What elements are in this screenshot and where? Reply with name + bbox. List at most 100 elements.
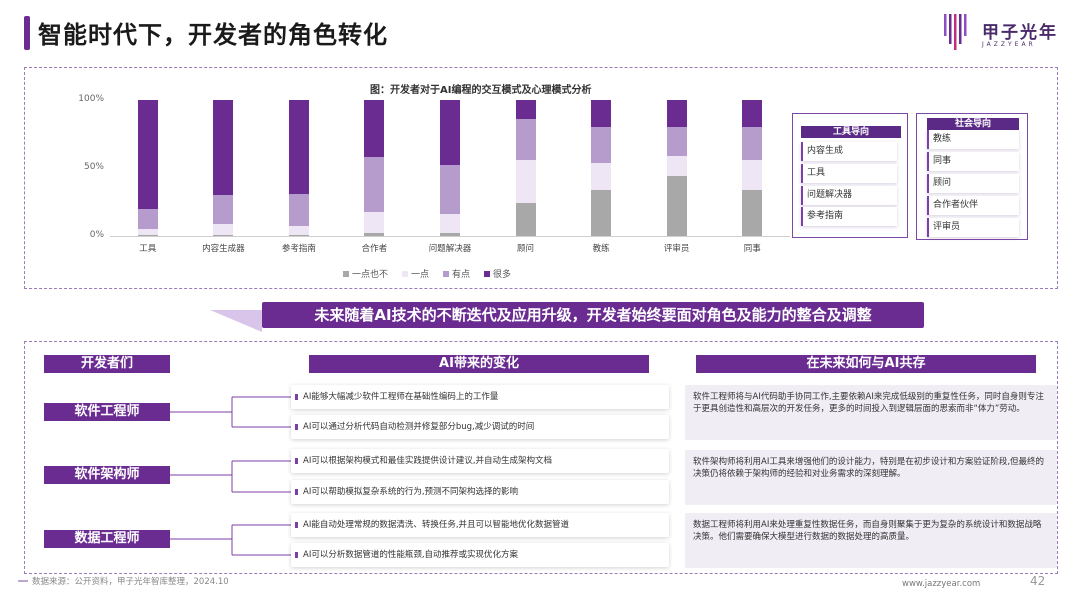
tool-role-item: 工具 [801,164,897,183]
social-role-item: 同事 [927,152,1019,171]
legend-item: 一点 [402,267,429,280]
bar-segment [742,189,763,236]
bar-segment [137,229,158,235]
legend-label: 有点 [452,270,471,280]
bar-segment [515,159,536,204]
chart-legend: 一点也不 一点 有点 很多 [343,267,511,280]
x-tick-label: 问题解决器 [428,244,472,254]
banner-pointer [210,310,262,332]
key-message-banner: 未来随着AI技术的不断迭代及应用升级，开发者始终要面对角色及能力的整合及调整 [262,302,924,328]
bar-segment [288,226,309,235]
change-item: AI能够大幅减少软件工程师在基础性编码上的工作量 [291,385,669,409]
change-item: AI可以分析数据管道的性能瓶颈,自动推荐或实现优化方案 [291,543,669,567]
page-title: 智能时代下，开发者的角色转化 [38,21,388,49]
bar-segment [364,233,385,236]
legend-swatch-3 [484,270,491,277]
bar-segment [364,157,385,212]
bar-segment [515,119,536,160]
y-tick-label: 100% [78,94,104,104]
change-item: AI可以根据架构模式和最佳实践提供设计建议,并自动生成架构文档 [291,449,669,473]
future-text: 软件架构师将利用AI工具来增强他们的设计能力，特别是在初步设计和方案验证阶段,但… [685,450,1057,505]
col-header-developers: 开发者们 [44,355,170,373]
social-role-item: 教练 [927,130,1019,149]
legend-item: 一点也不 [343,267,388,280]
bar-segment [666,155,687,177]
col-header-ai-changes: AI带来的变化 [309,355,649,373]
future-text: 数据工程师将利用AI来处理重复性数据任务，而自身则聚集于更为复杂的系统设计和数据… [685,513,1057,568]
x-tick-label: 内容生成器 [202,244,245,254]
bar-segment [591,100,612,128]
bar-segment [364,211,385,234]
bar-segment [213,100,234,196]
x-tick-label: 评审员 [663,244,690,254]
bar-segment [288,100,309,194]
social-oriented-group: 社会导向 教练 同事 顾问 合作者伙伴 评审员 [916,113,1028,240]
tool-role-item: 内容生成 [801,142,897,161]
role-software-engineer: 软件工程师 [44,403,170,421]
tool-role-item: 问题解决器 [801,186,897,205]
change-item: AI可以通过分析代码自动检测并修复部分bug,减少调试的时间 [291,415,669,439]
legend-item: 有点 [443,267,470,280]
x-tick-label: 工具 [139,244,157,254]
legend-label: 一点 [411,270,430,280]
tool-group-title: 工具导向 [801,126,901,138]
col-header-future: 在未来如何与AI共存 [696,355,1036,373]
x-tick-label: 合作者 [361,244,388,254]
roles-table-panel [24,341,1058,574]
role-software-architect: 软件架构师 [44,466,170,484]
bar-segment [666,100,687,128]
logo-text: 甲子光年 [982,23,1058,43]
chart-title: 图：开发者对于AI编程的交互模式及心理模式分析 [370,85,592,96]
bar-segment [742,159,763,190]
future-text: 软件工程师将与AI代码助手协同工作,主要依赖AI来完成低级别的重复性任务，同时自… [685,385,1057,440]
bar-segment [213,223,234,235]
bar-segment [440,214,460,234]
bar-segment [440,100,460,166]
bar-segment [440,165,460,215]
bar-segment [137,100,158,209]
social-role-item: 合作者伙伴 [927,196,1019,215]
bar-segment [666,127,687,156]
bar-segment [288,193,309,227]
social-role-item: 顾问 [927,174,1019,193]
x-tick-label: 同事 [743,244,761,254]
change-item: AI能自动处理常规的数据清洗、转换任务,并且可以智能地优化数据管道 [291,513,669,537]
bar-segment [213,234,234,236]
bar-segment [666,176,687,236]
title-accent-bar [24,16,30,50]
x-tick-label: 参考指南 [281,244,316,254]
bar-segment [364,100,385,158]
role-data-engineer: 数据工程师 [44,530,170,548]
footer-url[interactable]: www.jazzyear.com [902,579,981,589]
x-axis-line [110,236,790,237]
y-tick-label: 50% [83,162,104,172]
x-tick-label: 顾问 [517,244,535,254]
logo-subtext: JAZZYEAR [982,41,1036,48]
social-group-title: 社会导向 [927,118,1019,130]
x-tick-label: 教练 [592,244,610,254]
bar-segment [515,203,536,236]
legend-swatch-2 [443,270,450,277]
bar-segment [591,162,612,190]
change-item: AI可以帮助模拟复杂系统的行为,预测不同架构选择的影响 [291,480,669,504]
bar-segment [591,189,612,236]
legend-label: 很多 [493,270,512,280]
tool-oriented-group: 工具导向 内容生成 工具 问题解决器 参考指南 [792,113,908,238]
y-tick-label: 0% [89,230,104,240]
tool-role-item: 参考指南 [801,207,897,226]
page-number: 42 [1030,574,1046,588]
bar-segment [742,127,763,160]
logo: 甲子光年 JAZZYEAR [944,12,1064,52]
legend-item: 很多 [484,267,511,280]
bar-segment [288,234,309,236]
data-source: 数据来源：公开资料，甲子光年智库整理，2024.10 [18,577,229,587]
bar-segment [742,100,763,128]
logo-mark-icon [944,14,967,50]
bar-segment [137,208,158,230]
chart-panel [24,67,1058,289]
legend-label: 一点也不 [352,270,389,280]
bar-segment [137,234,158,236]
legend-swatch-1 [402,270,409,277]
social-role-item: 评审员 [927,218,1019,237]
legend-swatch-0 [343,270,349,277]
